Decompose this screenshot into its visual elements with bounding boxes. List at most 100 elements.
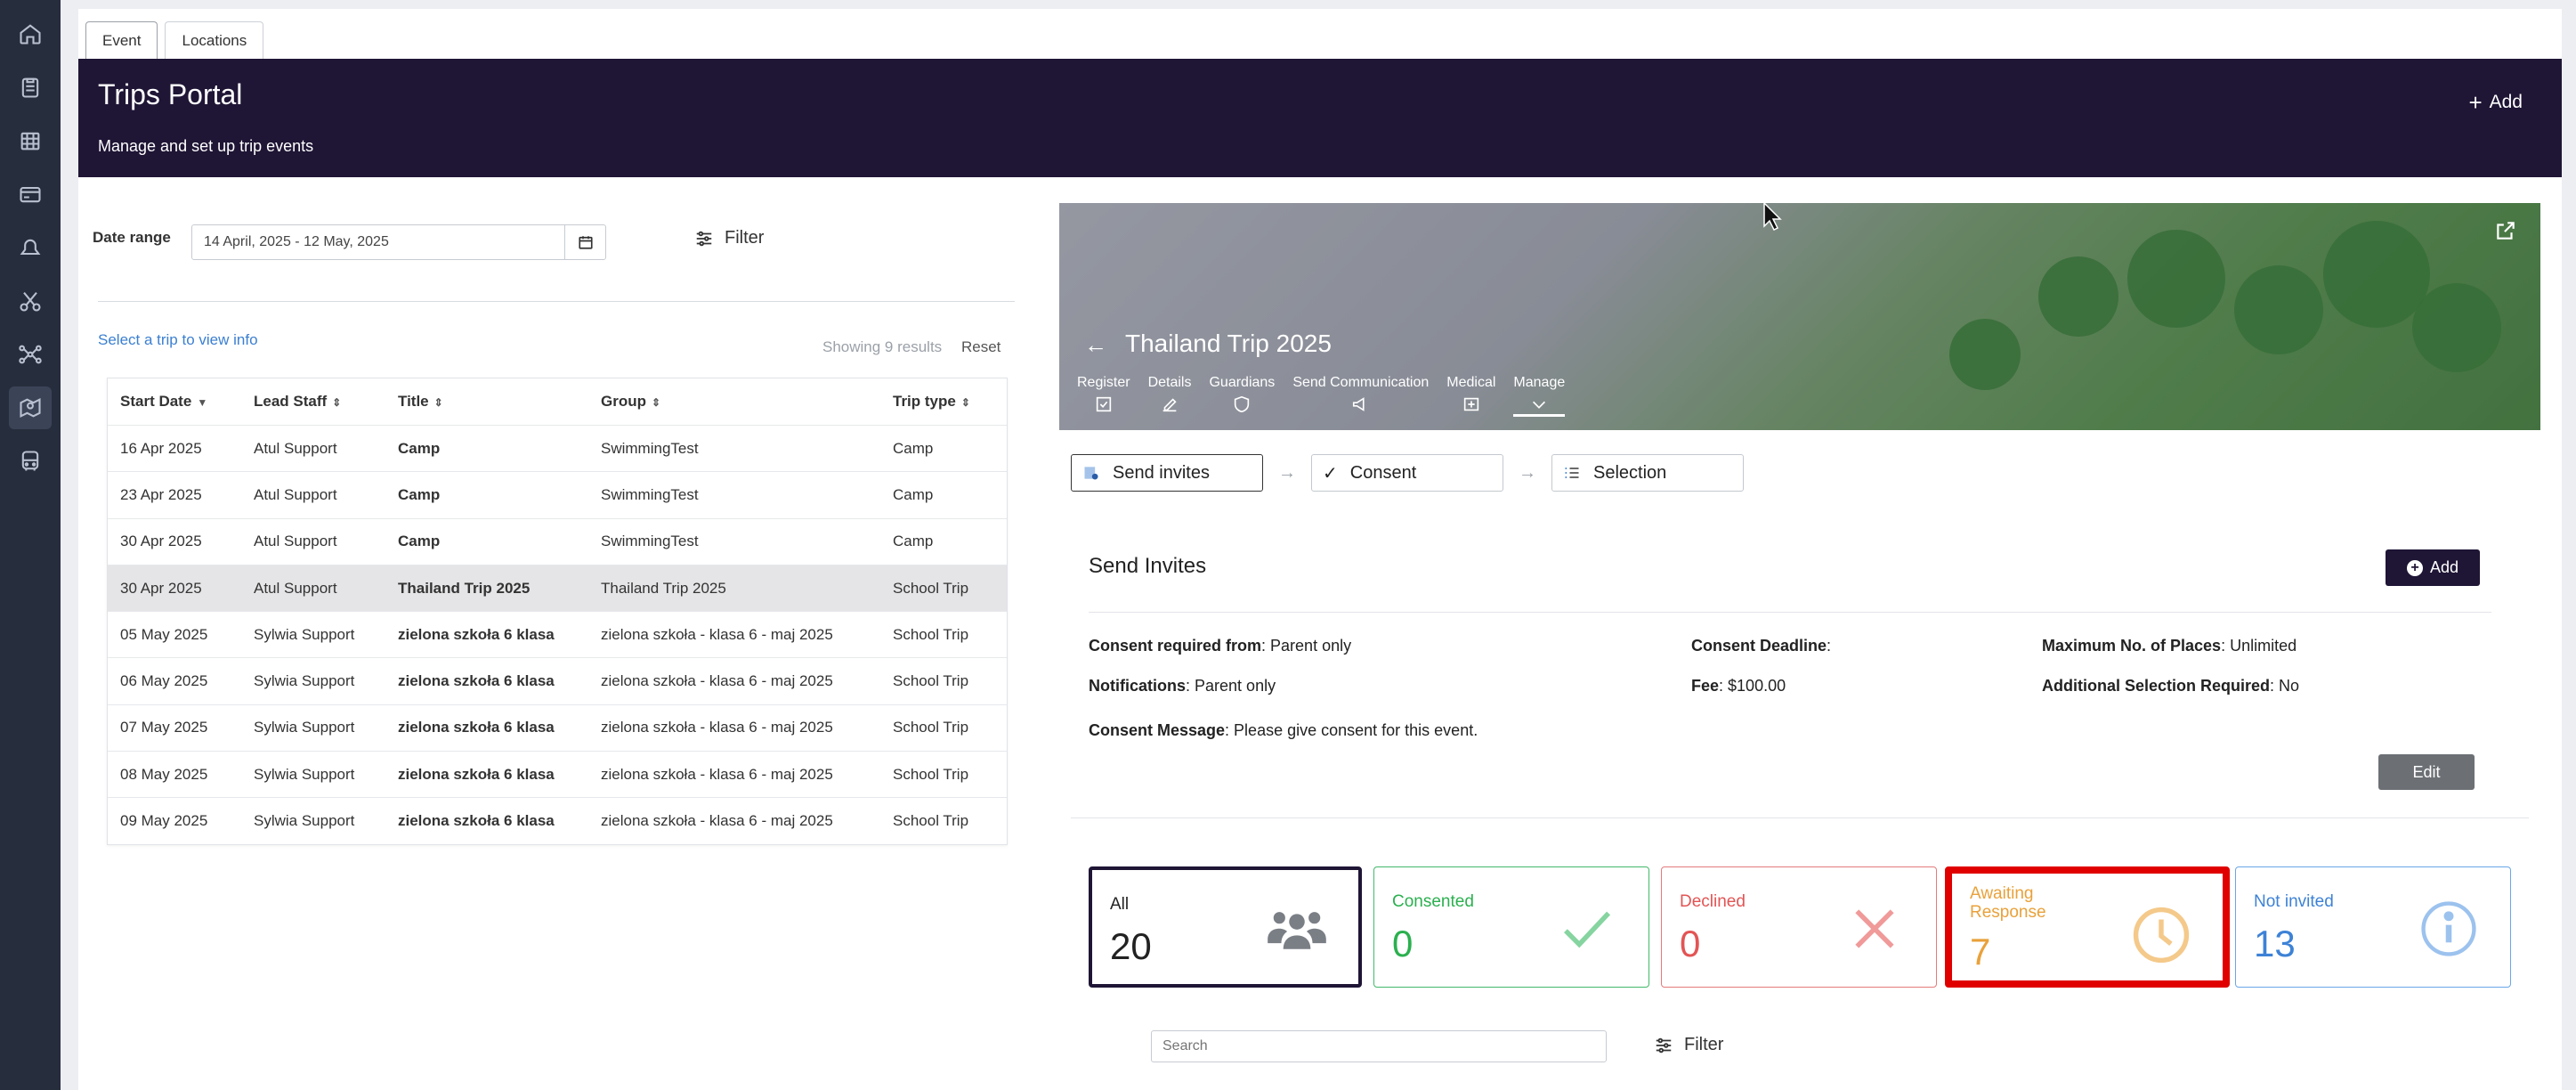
col-lead-staff[interactable]: Lead Staff ⇕ (254, 393, 342, 410)
stat-card-not-invited[interactable]: Not invited 13 (2235, 866, 2511, 988)
clock-icon (2133, 907, 2190, 964)
scissors-icon[interactable] (16, 287, 45, 315)
cell-lead-staff: Atul Support (254, 579, 337, 597)
search-input[interactable] (1151, 1030, 1607, 1062)
nav-send-communication[interactable]: Send Communication (1292, 375, 1429, 417)
stat-card-consented[interactable]: Consented 0 (1373, 866, 1649, 988)
calendar-picker-icon[interactable] (564, 225, 605, 259)
col-title[interactable]: Title ⇕ (398, 393, 443, 410)
stat-card-declined[interactable]: Declined 0 (1661, 866, 1937, 988)
table-row[interactable]: 08 May 2025 Sylwia Support zielona szkoła … (108, 751, 1007, 797)
tab-event[interactable]: Event (85, 21, 158, 59)
close-icon (1855, 909, 1894, 948)
trip-hero-image: ← Thailand Trip 2025 Register Details Gu… (1059, 203, 2540, 430)
checkbox-icon (1096, 396, 1111, 412)
sort-icon: ⇕ (433, 396, 443, 409)
cell-lead-staff: Sylwia Support (254, 719, 355, 736)
cell-start-date: 07 May 2025 (120, 719, 208, 736)
calendar-icon[interactable] (16, 126, 45, 155)
bell-icon[interactable] (16, 233, 45, 262)
stat-label: Awaiting Response (1970, 884, 2046, 922)
clipboard-icon[interactable] (16, 73, 45, 102)
tab-locations[interactable]: Locations (165, 21, 264, 59)
nav-manage[interactable]: Manage (1513, 375, 1566, 417)
step-send-invites[interactable]: Send invites (1071, 454, 1263, 492)
date-range-value: 14 April, 2025 - 12 May, 2025 (204, 234, 389, 249)
edit-button[interactable]: Edit (2378, 754, 2475, 790)
trip-nav: Register Details Guardians Send Communic… (1077, 375, 1583, 417)
stat-card-all[interactable]: All 20 (1089, 866, 1362, 988)
add-trip-button[interactable]: + Add (2468, 91, 2523, 114)
chevron-down-icon (1533, 401, 1546, 409)
cell-title: zielona szkoła 6 klasa (398, 625, 555, 643)
cell-trip-type: School Trip (893, 625, 969, 643)
home-icon[interactable] (16, 20, 45, 48)
sort-icon: ⇕ (652, 396, 661, 409)
table-row[interactable]: 09 May 2025 Sylwia Support zielona szkoła … (108, 797, 1007, 843)
cell-group: zielona szkoła - klasa 6 - maj 2025 (601, 765, 833, 783)
map-icon[interactable] (9, 386, 52, 429)
tab-bar: Event Locations (85, 21, 264, 59)
page-subtitle: Manage and set up trip events (98, 137, 314, 155)
sort-desc-icon: ▼ (197, 396, 208, 409)
consent-deadline-info: Consent Deadline: (1691, 637, 1832, 655)
table-row[interactable]: 05 May 2025 Sylwia Support zielona szkoła … (108, 611, 1007, 657)
stat-label: Consented (1392, 892, 1474, 911)
cell-start-date: 23 Apr 2025 (120, 485, 202, 503)
add-trip-label: Add (2489, 92, 2523, 112)
col-trip-type[interactable]: Trip type ⇕ (893, 393, 970, 410)
cell-title: zielona szkoła 6 klasa (398, 765, 555, 783)
nav-details[interactable]: Details (1148, 375, 1191, 417)
filter-button[interactable]: Filter (1654, 1035, 1723, 1055)
cell-group: zielona szkoła - klasa 6 - maj 2025 (601, 719, 833, 736)
cell-trip-type: Camp (893, 439, 934, 457)
step-selection[interactable]: Selection (1551, 454, 1744, 492)
select-trip-hint: Select a trip to view info (98, 331, 258, 348)
cell-title: Camp (398, 485, 441, 503)
back-arrow-icon[interactable]: ← (1084, 331, 1107, 358)
sliders-icon (696, 231, 712, 246)
table-row[interactable]: 23 Apr 2025 Atul Support Camp SwimmingTest C… (108, 471, 1007, 517)
divider (98, 301, 1015, 302)
reset-button[interactable]: Reset (961, 338, 1001, 355)
cell-lead-staff: Atul Support (254, 533, 337, 550)
send-invite-icon (1084, 467, 1098, 480)
send-invites-title: Send Invites (1089, 554, 1207, 578)
page-banner: Trips Portal Manage and set up trip even… (78, 59, 2562, 177)
expand-icon[interactable] (2494, 219, 2517, 242)
col-start-date[interactable]: Start Date ▼ (120, 393, 208, 410)
max-places-info: Maximum No. of Places: Unlimited (2042, 637, 2297, 655)
consent-required-info: Consent required from: Parent only (1089, 637, 1352, 655)
cell-lead-staff: Atul Support (254, 439, 337, 457)
date-range-input[interactable]: 14 April, 2025 - 12 May, 2025 (191, 224, 606, 260)
table-row[interactable]: 16 Apr 2025 Atul Support Camp SwimmingTest C… (108, 425, 1007, 471)
list-icon (1565, 468, 1579, 478)
table-row[interactable]: 30 Apr 2025 Atul Support Thailand Trip 202… (108, 564, 1007, 612)
stat-value: 0 (1392, 923, 1414, 964)
cell-group: SwimmingTest (601, 439, 699, 457)
cell-title: Camp (398, 533, 441, 550)
table-row[interactable]: 06 May 2025 Sylwia Support zielona szkoła … (108, 657, 1007, 704)
nav-guardians[interactable]: Guardians (1209, 375, 1275, 417)
cell-group: Thailand Trip 2025 (601, 579, 726, 597)
sliders-icon (1656, 1037, 1672, 1053)
cell-lead-staff: Sylwia Support (254, 672, 355, 690)
shield-icon (1235, 395, 1250, 413)
stat-value: 20 (1110, 925, 1152, 967)
bus-icon[interactable] (16, 447, 45, 476)
card-icon[interactable] (16, 180, 45, 208)
nav-register[interactable]: Register (1077, 375, 1130, 417)
step-consent[interactable]: ✓ Consent (1311, 454, 1503, 492)
network-icon[interactable] (16, 340, 45, 369)
add-invite-button[interactable]: + Add (2386, 549, 2480, 586)
col-group[interactable]: Group ⇕ (601, 393, 661, 410)
stat-card-awaiting[interactable]: Awaiting Response 7 (1945, 866, 2230, 988)
table-row[interactable]: 07 May 2025 Sylwia Support zielona szkoła … (108, 704, 1007, 751)
cell-group: SwimmingTest (601, 485, 699, 503)
cell-trip-type: Camp (893, 533, 934, 550)
table-row[interactable]: 30 Apr 2025 Atul Support Camp SwimmingTest C… (108, 517, 1007, 565)
cell-group: SwimmingTest (601, 533, 699, 550)
nav-medical[interactable]: Medical (1446, 375, 1495, 417)
page-title: Trips Portal (98, 78, 243, 110)
filter-button[interactable]: Filter (694, 228, 764, 248)
